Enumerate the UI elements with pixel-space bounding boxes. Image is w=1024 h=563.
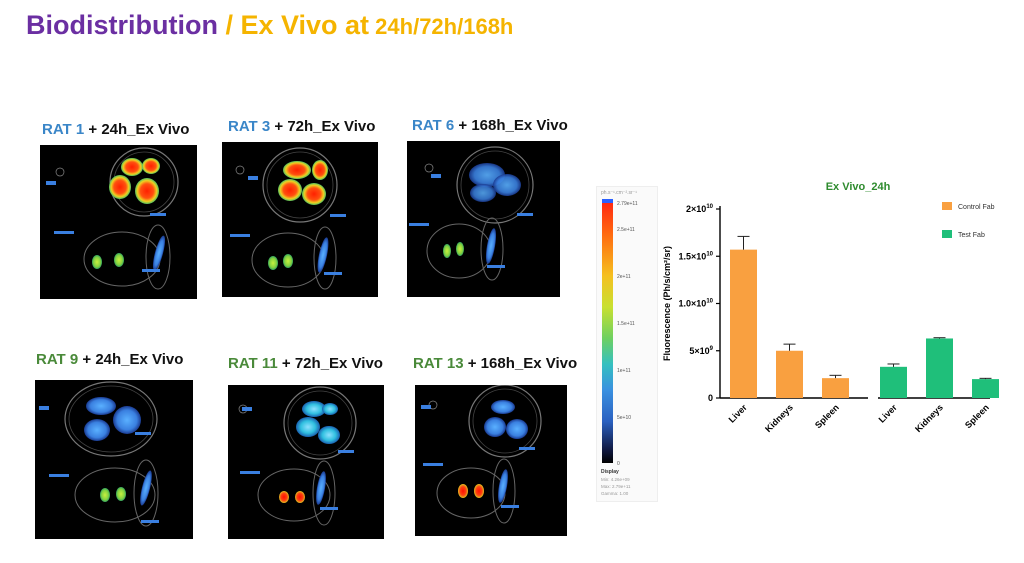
- ex-vivo-image-rat6: [407, 141, 560, 297]
- x-tick-label: Liver: [877, 402, 900, 425]
- legend-swatch: [942, 202, 952, 210]
- ex-vivo-bar-chart: Ex Vivo_24h 0 5×109 1.0×1010 1.5×1010 2×1010 F…: [650, 170, 1020, 460]
- legend-label: Test Fab: [958, 232, 985, 239]
- x-tick-label: Kidneys: [913, 402, 945, 434]
- panel-label-5: RAT 11 + 72h_Ex Vivo: [228, 355, 383, 372]
- bar-liver-control: [730, 249, 757, 398]
- scale-tick: 1e+11: [617, 368, 631, 374]
- ex-vivo-image-rat9: [35, 380, 193, 539]
- chart-title: Ex Vivo_24h: [826, 181, 891, 193]
- panel-label-2: RAT 3 + 72h_Ex Vivo: [228, 118, 376, 135]
- scale-max: Max: 2.79e+11: [601, 484, 631, 489]
- legend-label: Control Fab: [958, 204, 995, 211]
- scale-display-label: Display: [601, 469, 619, 475]
- scale-tick: 1.5e+11: [617, 321, 635, 327]
- y-axis-label: Fluorescence (Ph/s/cm²/sr): [662, 246, 672, 361]
- ex-vivo-image-rat1: [40, 145, 197, 299]
- y-tick-label: 5×109: [689, 346, 713, 356]
- scale-tick: 2.79e+11: [617, 201, 638, 207]
- bar-spleen-test: [972, 379, 999, 398]
- scale-tick: 5e+10: [617, 415, 632, 421]
- bar-spleen-control: [822, 378, 849, 398]
- x-tick-label: Spleen: [813, 402, 841, 430]
- y-tick-label: 1.5×1010: [679, 251, 714, 261]
- panel-label-1: RAT 1 + 24h_Ex Vivo: [42, 121, 190, 138]
- ex-vivo-image-rat13: [415, 385, 567, 536]
- chart-svg: Ex Vivo_24h 0 5×109 1.0×1010 1.5×1010 2×1010 F…: [662, 181, 999, 434]
- title-separator: /: [217, 10, 241, 40]
- y-tick-label: 1.0×1010: [679, 299, 714, 309]
- panel-label-6: RAT 13 + 168h_Ex Vivo: [413, 355, 578, 372]
- ex-vivo-image-rat3: [222, 142, 378, 297]
- x-tick-label: Liver: [727, 402, 750, 425]
- panel-label-4: RAT 9 + 24h_Ex Vivo: [36, 351, 184, 368]
- y-tick-label: 0: [708, 393, 713, 403]
- scale-min: Min: 4.26e+09: [601, 477, 630, 482]
- title-part-biodistribution: Biodistribution: [26, 10, 218, 40]
- bar-kidneys-test: [926, 338, 953, 398]
- y-tick-label: 2×1010: [686, 204, 714, 214]
- slide-title: Biodistribution / Ex Vivo at 24h/72h/168…: [26, 10, 513, 41]
- bar-liver-test: [880, 366, 907, 398]
- bar-kidneys-control: [776, 350, 803, 398]
- scale-tick: 0: [617, 461, 620, 467]
- title-part-timepoints: 24h/72h/168h: [369, 14, 514, 39]
- scale-tick: 2e+11: [617, 274, 631, 280]
- legend-swatch: [942, 230, 952, 238]
- x-tick-label: Spleen: [963, 402, 991, 430]
- x-tick-label: Kidneys: [763, 402, 795, 434]
- scale-tick: 2.5e+11: [617, 227, 635, 233]
- color-scale-bar: [602, 199, 613, 463]
- title-part-exvivo: Ex Vivo at: [240, 10, 370, 40]
- scale-unit: ph.s⁻¹.cm⁻².sr⁻¹: [601, 190, 637, 196]
- ex-vivo-image-rat11: [228, 385, 384, 539]
- panel-label-3: RAT 6 + 168h_Ex Vivo: [412, 117, 568, 134]
- scale-gamma: Gamma: 1.00: [601, 491, 629, 496]
- fluorescence-color-scale: ph.s⁻¹.cm⁻².sr⁻¹ 2.79e+11 2.5e+11 2e+11 …: [596, 186, 658, 502]
